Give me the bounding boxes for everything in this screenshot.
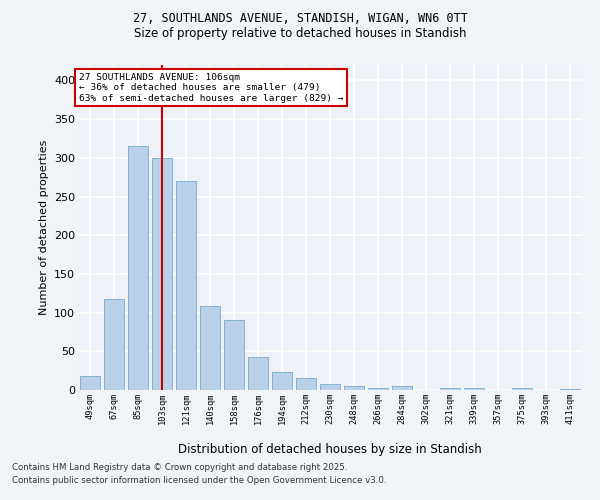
Bar (368, 388, 388, 390)
Text: 27 SOUTHLANDS AVENUE: 106sqm
← 36% of detached houses are smaller (479)
63% of s: 27 SOUTHLANDS AVENUE: 106sqm ← 36% of de… (79, 72, 344, 102)
Bar (344, 386, 364, 390)
Bar (392, 386, 412, 390)
Bar (224, 320, 244, 390)
Bar (560, 389, 580, 390)
Text: Contains public sector information licensed under the Open Government Licence v3: Contains public sector information licen… (12, 476, 386, 485)
Bar (248, 356, 268, 390)
Y-axis label: Number of detached properties: Number of detached properties (38, 140, 49, 315)
Text: Contains HM Land Registry data © Crown copyright and database right 2025.: Contains HM Land Registry data © Crown c… (12, 462, 347, 471)
Bar (440, 388, 460, 390)
Bar (512, 388, 532, 390)
Bar (320, 384, 340, 390)
Bar (80, 376, 100, 390)
Bar (464, 388, 484, 390)
Bar (104, 298, 124, 390)
Bar (272, 372, 292, 390)
Bar (152, 158, 172, 390)
Bar (176, 181, 196, 390)
Text: Size of property relative to detached houses in Standish: Size of property relative to detached ho… (134, 28, 466, 40)
Text: 27, SOUTHLANDS AVENUE, STANDISH, WIGAN, WN6 0TT: 27, SOUTHLANDS AVENUE, STANDISH, WIGAN, … (133, 12, 467, 26)
Text: Distribution of detached houses by size in Standish: Distribution of detached houses by size … (178, 442, 482, 456)
Bar (128, 146, 148, 390)
Bar (296, 378, 316, 390)
Bar (200, 306, 220, 390)
